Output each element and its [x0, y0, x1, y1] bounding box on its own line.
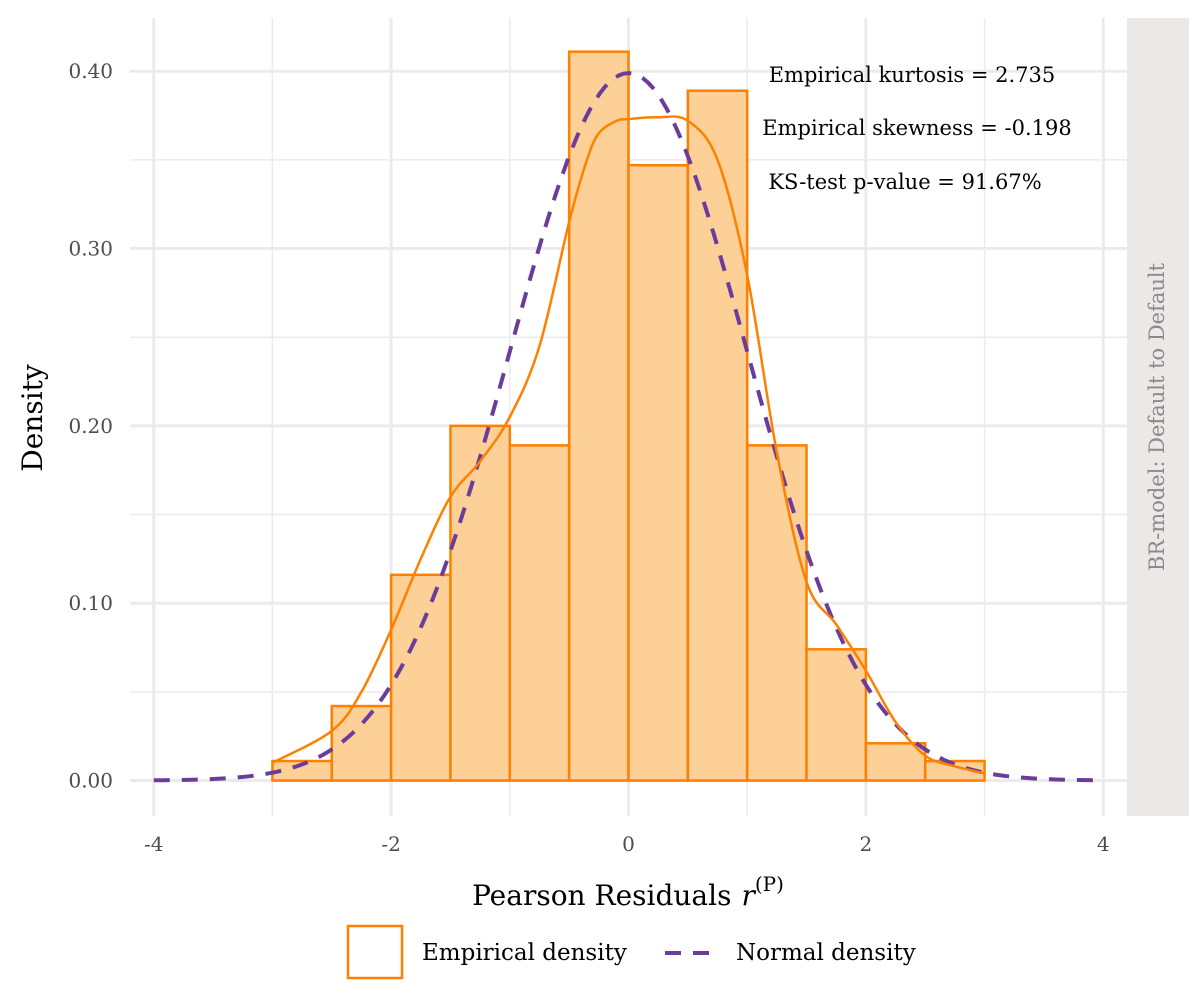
x-tick-label: 0: [622, 832, 635, 856]
axis-tick-labels: 0.00 0.10 0.20 0.30 0.40 -4 -2 0 2 4: [68, 59, 1109, 856]
y-tick-label: 0.20: [68, 414, 113, 438]
x-tick-label: 2: [860, 832, 873, 856]
x-axis-title: Pearson Residuals r(P): [472, 872, 784, 912]
x-tick-label: -2: [381, 832, 400, 856]
x-axis-title-superscript: (P): [755, 872, 784, 896]
histogram-bar: [567, 50, 630, 782]
y-tick-label: 0.10: [68, 591, 113, 615]
histogram-bar: [508, 444, 571, 782]
x-tick-label: -4: [144, 832, 163, 856]
y-axis-title: Density: [16, 364, 49, 472]
y-tick-label: 0.00: [68, 769, 113, 793]
x-axis-title-text: Pearson Residuals: [472, 879, 731, 912]
y-tick-label: 0.40: [68, 59, 113, 83]
facet-strip-label: BR-model: Default to Default: [1145, 262, 1169, 571]
annotation-ks-test: KS-test p-value = 91.67%: [768, 170, 1041, 194]
density-curves: [153, 71, 1104, 783]
histogram-bar: [449, 424, 512, 782]
facet-strip: BR-model: Default to Default: [1127, 18, 1189, 816]
histogram-bar: [627, 163, 690, 782]
empirical-density-curve: [271, 115, 985, 775]
x-axis-title-math: r: [741, 879, 756, 912]
y-tick-label: 0.30: [68, 237, 113, 261]
legend-key-empirical: [346, 924, 404, 980]
histogram-bar: [745, 444, 808, 782]
legend: Empirical density Normal density: [346, 924, 916, 980]
normal-density-curve: [153, 71, 1104, 783]
annotation-skewness: Empirical skewness = -0.198: [762, 116, 1071, 140]
histogram-bar: [686, 89, 749, 782]
legend-label-normal: Normal density: [736, 940, 916, 966]
histogram-bar: [923, 759, 986, 782]
annotations: Empirical kurtosis = 2.735 Empirical ske…: [762, 63, 1071, 194]
histogram-bars: [271, 50, 986, 782]
histogram-bar: [330, 704, 393, 782]
histogram-bar: [805, 648, 868, 782]
x-tick-label: 4: [1097, 832, 1110, 856]
facet-strip-background: [1127, 18, 1189, 816]
annotation-kurtosis: Empirical kurtosis = 2.735: [769, 63, 1056, 87]
legend-label-empirical: Empirical density: [422, 940, 627, 966]
